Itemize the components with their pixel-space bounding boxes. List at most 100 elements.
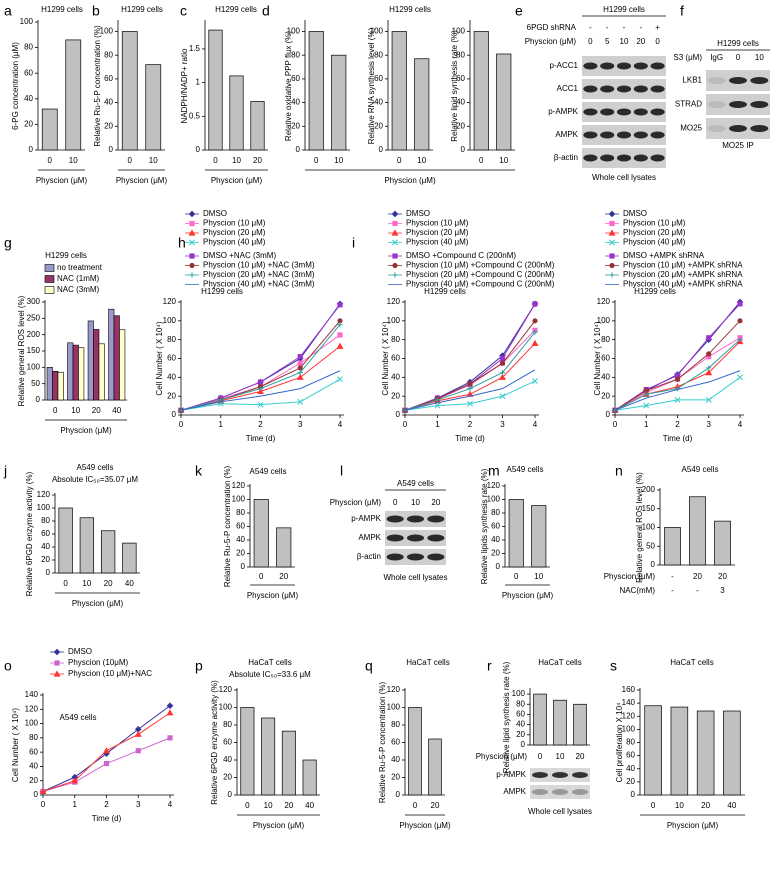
bar xyxy=(100,530,116,574)
x-tick-label: 1 xyxy=(73,800,78,809)
point xyxy=(737,337,743,343)
y-tick-label: 20 xyxy=(456,121,465,130)
y-tick-label: 20 xyxy=(601,391,610,400)
y-tick-label: 20 xyxy=(167,391,176,400)
x-tick-label: 3 xyxy=(298,420,303,429)
x-tick-label: 2 xyxy=(258,420,263,429)
legend-label: Physcion (10 μM) xyxy=(406,219,469,228)
blot-band xyxy=(406,515,425,523)
legend-label: DMSO +AMPK shRNA xyxy=(623,251,705,260)
blot-band xyxy=(616,62,632,70)
point xyxy=(337,332,343,338)
x-tick-label: 20 xyxy=(718,572,727,581)
blot-row-label: AMPK xyxy=(555,130,578,139)
y-tick-label: 160 xyxy=(622,685,636,694)
y-tick-label: 80 xyxy=(516,699,525,708)
y-tick-label: 100 xyxy=(452,27,466,36)
x-tick-label: 20 xyxy=(701,801,710,810)
y-tick-label: 80 xyxy=(236,508,245,517)
x-tick-label: 0 xyxy=(213,156,218,165)
y-tick-label: 20 xyxy=(41,555,50,564)
point xyxy=(499,370,506,376)
lane-label: 10 xyxy=(411,498,420,507)
y-tick-label: 40 xyxy=(391,372,400,381)
bar xyxy=(408,707,422,796)
blot-row-label: p-AMPK xyxy=(351,514,381,523)
x-tick-label: 4 xyxy=(168,800,173,809)
point xyxy=(167,735,173,741)
point xyxy=(532,329,538,335)
y-axis-label: Relative lipids synthesis rate (%) xyxy=(480,468,489,584)
y-axis-label: Relative lipid synthesis rate (%) xyxy=(502,661,511,773)
legend-marker xyxy=(609,253,615,259)
y-tick-label: 150 xyxy=(27,346,41,355)
panel-letter: g xyxy=(4,235,12,251)
bar xyxy=(121,31,138,151)
y-axis-label: Relative 6PGD enzyme activity (%) xyxy=(25,471,34,596)
legend-label: Physcion (20 μM) +NAC (3mM) xyxy=(203,270,315,279)
lane-label: - xyxy=(589,23,592,32)
chart-title: A549 cells xyxy=(60,713,97,722)
legend-marker xyxy=(392,262,398,269)
blot-band xyxy=(729,125,747,132)
y-tick-label: 40 xyxy=(167,372,176,381)
x-tick-label: 0 xyxy=(538,752,543,761)
panel-letter: m xyxy=(488,463,500,479)
y-tick-label: 80 xyxy=(104,50,113,59)
bar xyxy=(723,710,741,796)
y-tick-label: 40 xyxy=(236,535,245,544)
bar xyxy=(281,730,296,796)
bar xyxy=(122,542,137,574)
y-tick-label: 60 xyxy=(236,522,245,531)
legend-marker xyxy=(391,210,399,218)
blot-footer: MO25 IP xyxy=(722,141,754,150)
legend-swatch xyxy=(44,275,55,283)
y-tick-label: 80 xyxy=(223,720,232,729)
y-tick-label: 150 xyxy=(642,504,656,513)
blot-header-label: Physcion (μM) xyxy=(330,498,382,507)
legend-marker xyxy=(53,670,61,677)
panel-letter: a xyxy=(4,3,12,19)
blot-row-label: MO25 xyxy=(680,124,702,133)
blot-band xyxy=(427,534,445,542)
y-tick-label: 0 xyxy=(241,562,246,571)
blot-band xyxy=(427,515,445,523)
chart-title: A549 cells xyxy=(507,465,544,474)
legend-marker xyxy=(189,262,195,269)
legend-marker xyxy=(54,660,60,666)
y-tick-label: 60 xyxy=(374,74,383,83)
point xyxy=(337,376,343,383)
legend-marker xyxy=(188,229,196,236)
blot-band xyxy=(707,101,726,108)
x-tick-label: 3 xyxy=(707,420,712,429)
y-tick-label: 40 xyxy=(516,720,525,729)
y-tick-label: 100 xyxy=(100,27,114,36)
series-line xyxy=(404,343,536,411)
series-line xyxy=(180,345,341,411)
legend-label: Physcion (10μM) xyxy=(68,658,129,667)
blot-band xyxy=(707,125,726,132)
bar xyxy=(508,499,524,568)
bar xyxy=(57,371,64,401)
y-axis-label: Relative general ROS level (%) xyxy=(635,472,644,583)
point xyxy=(467,386,473,392)
x-tick-label: 1 xyxy=(644,420,649,429)
legend-label: Physcion (20 μM) +AMPK shRNA xyxy=(623,270,743,279)
chart-title: A549 cells xyxy=(397,479,434,488)
y-tick-label: 100 xyxy=(37,503,51,512)
x-tick-label: 4 xyxy=(533,420,538,429)
legend-label: Physcion (40 μM) +AMPK shRNA xyxy=(623,280,743,289)
lane-label: 5 xyxy=(605,37,610,46)
y-tick-label: 40 xyxy=(456,98,465,107)
legend-label: no treatment xyxy=(57,263,103,272)
x-tick-label: 4 xyxy=(338,420,343,429)
y-axis-label: Relative Ru-5-P concentration (%) xyxy=(223,466,232,588)
y-tick-label: 20 xyxy=(223,773,232,782)
x-tick-label: 40 xyxy=(125,579,134,588)
legend-marker xyxy=(189,253,195,259)
y-tick-label: 140 xyxy=(25,690,39,699)
lane-label: IgG xyxy=(710,53,723,62)
x-tick-label: 10 xyxy=(675,801,684,810)
blot-band xyxy=(386,515,404,523)
legend-marker xyxy=(392,253,398,259)
